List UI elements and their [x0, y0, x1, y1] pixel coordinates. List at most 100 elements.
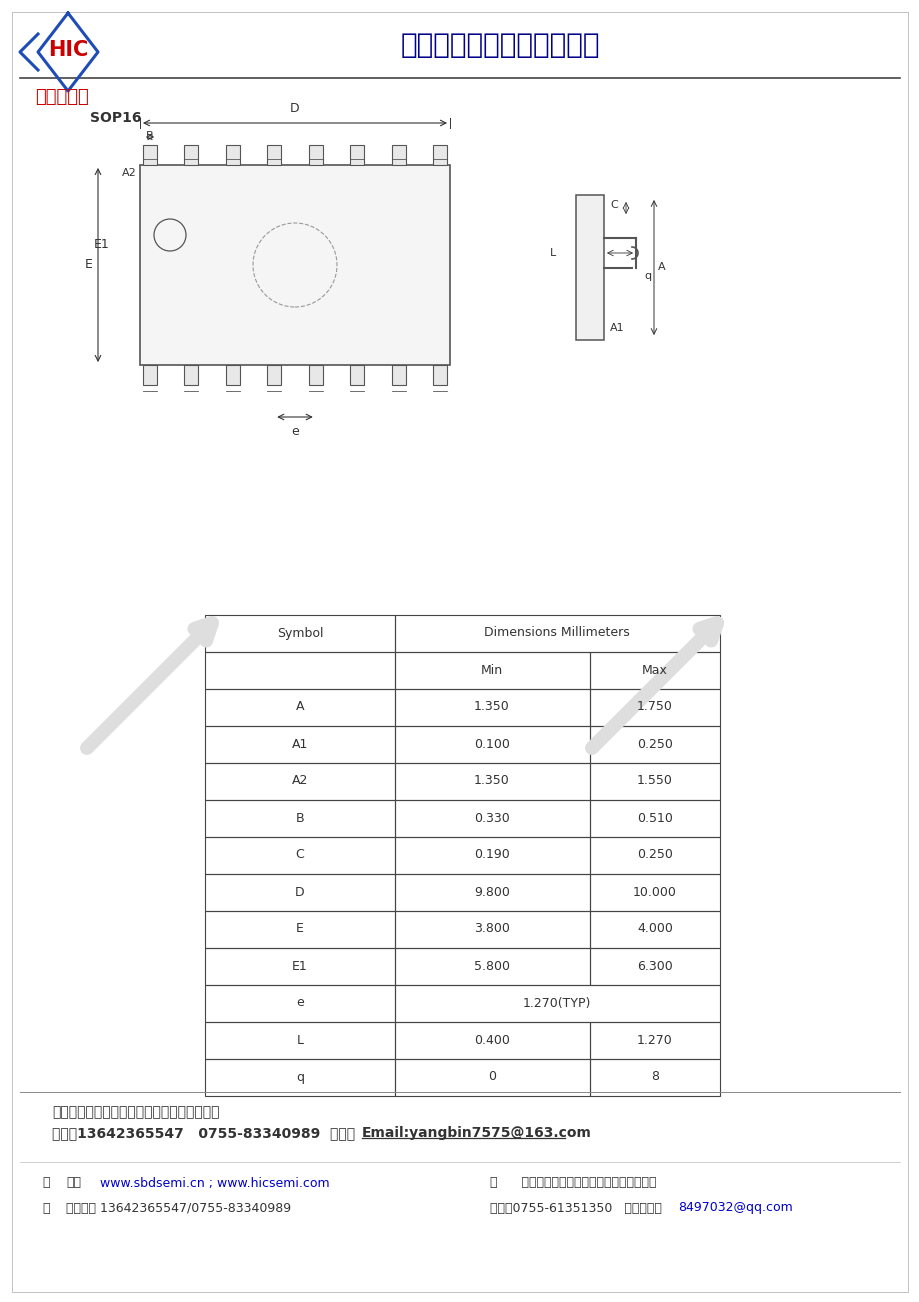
Bar: [394, 615, 720, 652]
Bar: [184, 365, 199, 385]
Text: 0.510: 0.510: [636, 811, 672, 824]
Text: HIC: HIC: [48, 40, 88, 60]
Text: B: B: [295, 811, 304, 824]
Bar: [394, 948, 589, 986]
Bar: [142, 145, 157, 165]
Bar: [142, 365, 157, 385]
Text: D: D: [289, 102, 300, 115]
Bar: [205, 874, 394, 911]
Bar: [205, 763, 394, 799]
Text: 址：: 址：: [66, 1177, 81, 1190]
Text: 联系：13642365547   0755-83340989  杨先生: 联系：13642365547 0755-83340989 杨先生: [52, 1126, 369, 1141]
Bar: [205, 1022, 394, 1059]
Text: E1: E1: [94, 238, 110, 251]
Bar: [589, 652, 720, 689]
Bar: [267, 145, 281, 165]
Text: Max: Max: [641, 664, 667, 677]
Bar: [205, 948, 394, 986]
Text: 1.270: 1.270: [637, 1034, 672, 1047]
Bar: [350, 145, 364, 165]
Bar: [205, 986, 394, 1022]
Bar: [394, 1059, 589, 1096]
Text: Dimensions Millimeters: Dimensions Millimeters: [483, 626, 630, 639]
Text: 0.330: 0.330: [473, 811, 509, 824]
Bar: [205, 837, 394, 874]
Text: q: q: [296, 1070, 303, 1083]
Bar: [575, 195, 604, 340]
Bar: [394, 1022, 589, 1059]
Bar: [589, 911, 720, 948]
Text: www.sbdsemi.cn ; www.hicsemi.com: www.sbdsemi.cn ; www.hicsemi.com: [100, 1177, 329, 1190]
Text: C: C: [609, 201, 617, 210]
Bar: [589, 799, 720, 837]
Text: 10.000: 10.000: [632, 885, 676, 898]
Bar: [205, 652, 394, 689]
Bar: [140, 165, 449, 365]
Bar: [184, 145, 199, 165]
Bar: [589, 689, 720, 727]
Bar: [225, 365, 240, 385]
Bar: [394, 986, 720, 1022]
Text: C: C: [295, 849, 304, 862]
Text: A1: A1: [291, 737, 308, 750]
Text: 1.750: 1.750: [636, 700, 672, 713]
Bar: [589, 1022, 720, 1059]
Text: 销: 销: [42, 1202, 50, 1215]
Text: Min: Min: [481, 664, 503, 677]
Bar: [394, 689, 589, 727]
Text: L: L: [296, 1034, 303, 1047]
Text: 1.350: 1.350: [473, 775, 509, 788]
Text: D: D: [295, 885, 304, 898]
Bar: [394, 874, 589, 911]
Text: 封装尺寸：: 封装尺寸：: [35, 89, 88, 105]
Bar: [205, 799, 394, 837]
Bar: [205, 1059, 394, 1096]
Text: 1.550: 1.550: [636, 775, 672, 788]
Text: 3.800: 3.800: [473, 923, 509, 936]
Text: A: A: [295, 700, 304, 713]
Text: 1.270(TYP): 1.270(TYP): [522, 996, 591, 1009]
Text: 售：杨生 13642365547/0755-83340989: 售：杨生 13642365547/0755-83340989: [66, 1202, 290, 1215]
Text: A2: A2: [122, 168, 137, 178]
Text: E: E: [85, 259, 93, 272]
Text: 0.190: 0.190: [473, 849, 509, 862]
Bar: [394, 727, 589, 763]
Bar: [309, 365, 323, 385]
Bar: [589, 837, 720, 874]
Bar: [309, 145, 323, 165]
Text: 6.300: 6.300: [637, 960, 672, 973]
Text: A1: A1: [609, 323, 624, 333]
Bar: [391, 365, 405, 385]
Text: 8497032@qq.com: 8497032@qq.com: [677, 1202, 792, 1215]
Text: L: L: [550, 247, 555, 258]
Bar: [433, 365, 447, 385]
Bar: [205, 911, 394, 948]
Bar: [394, 911, 589, 948]
Bar: [205, 689, 394, 727]
Bar: [589, 727, 720, 763]
Text: 深圳代理销售处：深圳市高智创电子有限公司: 深圳代理销售处：深圳市高智创电子有限公司: [52, 1105, 220, 1118]
Text: 8: 8: [651, 1070, 658, 1083]
Text: 0.250: 0.250: [636, 737, 672, 750]
Bar: [225, 145, 240, 165]
Bar: [394, 799, 589, 837]
Text: 传真：0755-61351350   技术支持：: 传真：0755-61351350 技术支持：: [490, 1202, 661, 1215]
Text: 网: 网: [42, 1177, 50, 1190]
Text: 0.400: 0.400: [473, 1034, 509, 1047]
Text: Symbol: Symbol: [277, 626, 323, 639]
Text: B: B: [146, 132, 153, 141]
Bar: [433, 145, 447, 165]
Bar: [205, 727, 394, 763]
Bar: [267, 365, 281, 385]
Text: 0: 0: [487, 1070, 495, 1083]
Text: A: A: [657, 262, 665, 272]
Text: 4.000: 4.000: [636, 923, 672, 936]
Bar: [589, 874, 720, 911]
Bar: [589, 1059, 720, 1096]
Bar: [391, 145, 405, 165]
Bar: [394, 763, 589, 799]
Bar: [394, 652, 589, 689]
Text: E1: E1: [292, 960, 308, 973]
Text: Email:yangbin7575@163.com: Email:yangbin7575@163.com: [361, 1126, 591, 1141]
Text: SOP16: SOP16: [90, 111, 142, 125]
